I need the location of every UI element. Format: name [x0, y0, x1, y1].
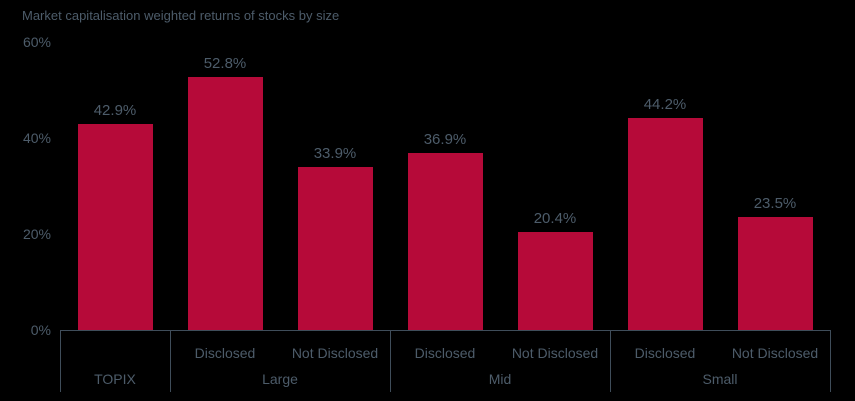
category-group-label: Small: [702, 371, 738, 387]
category-divider-line: [610, 330, 611, 392]
category-group-label: Large: [262, 371, 298, 387]
bar-value-label: 42.9%: [93, 102, 137, 119]
category-sublabel: Not Disclosed: [291, 345, 379, 361]
y-axis-tick-label: 0%: [30, 322, 51, 338]
category-sublabel: Disclosed: [414, 345, 476, 361]
category-group-label: Mid: [488, 371, 512, 387]
bar-value-label: 36.9%: [423, 131, 467, 148]
bar-mid-not-disclosed: [518, 232, 593, 330]
x-axis-baseline: [60, 330, 831, 331]
bar-large-not-disclosed: [298, 167, 373, 330]
category-sublabel: Disclosed: [634, 345, 696, 361]
bar-value-label: 33.9%: [313, 145, 357, 162]
y-axis-tick-label: 60%: [22, 34, 51, 50]
category-sublabel: Disclosed: [194, 345, 256, 361]
bar-small-disclosed: [628, 118, 703, 330]
category-sublabel: Not Disclosed: [511, 345, 599, 361]
category-divider-line: [390, 330, 391, 392]
y-axis-tick-label: 40%: [22, 130, 51, 146]
category-sublabel: Not Disclosed: [731, 345, 819, 361]
bar-large-disclosed: [188, 77, 263, 330]
chart-title: Market capitalisation weighted returns o…: [22, 8, 340, 23]
bar-value-label: 23.5%: [753, 195, 797, 212]
y-axis-tick-label: 20%: [22, 226, 51, 242]
bar-mid-disclosed: [408, 153, 483, 330]
bar-value-label: 44.2%: [643, 96, 687, 113]
bar-value-label: 52.8%: [203, 55, 247, 72]
category-divider-line: [170, 330, 171, 392]
bar-small-not-disclosed: [738, 217, 813, 330]
bar-topix: [78, 124, 153, 330]
category-divider-line: [830, 330, 831, 392]
bar-value-label: 20.4%: [533, 210, 577, 227]
category-group-label: TOPIX: [94, 371, 136, 387]
category-divider-line: [60, 330, 61, 392]
